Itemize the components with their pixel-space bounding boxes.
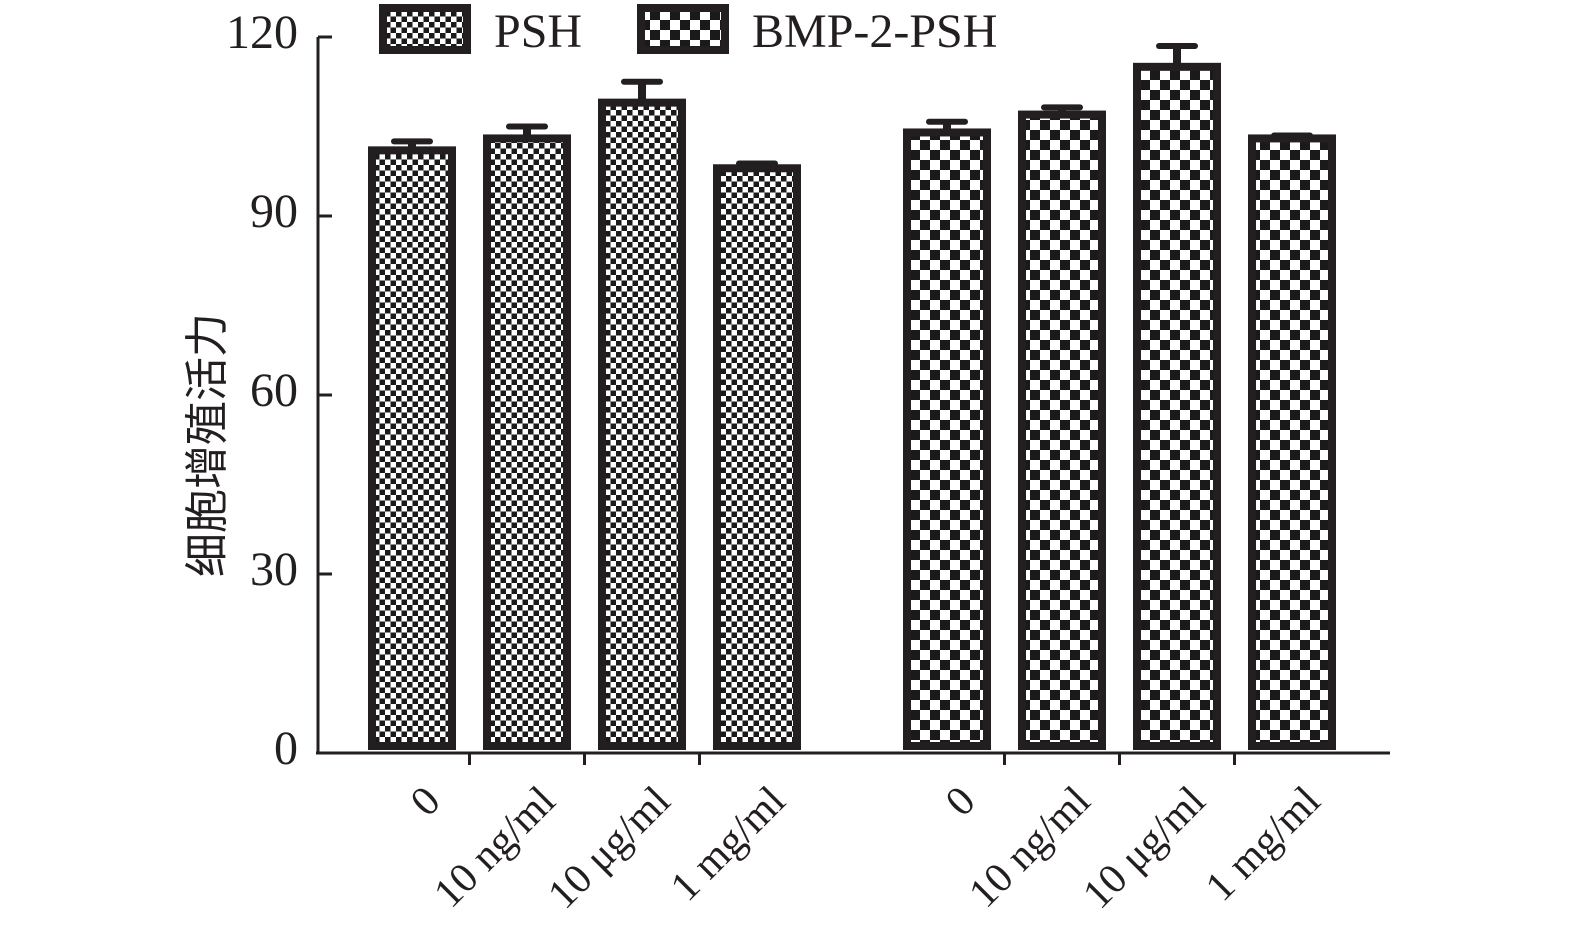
bar-psh-2: [598, 98, 686, 750]
bar-psh-0: [368, 146, 456, 751]
y-axis-title: 细胞增殖活力: [182, 313, 233, 577]
x-tick-label: 1 mg/ml: [1197, 778, 1329, 910]
bar-bmp-2-psh-3: [1248, 134, 1336, 750]
x-tick-label: 10 ng/ml: [960, 778, 1099, 917]
y-ticks: 0 30 60 90 120: [226, 6, 332, 775]
x-tick-label: 1 mg/ml: [662, 778, 794, 910]
bars: [368, 42, 1336, 751]
y-tick-label: 60: [250, 364, 298, 417]
legend: PSH BMP-2-PSH: [379, 4, 997, 58]
x-tick-label: 0: [937, 778, 984, 825]
y-tick-label: 90: [250, 185, 298, 238]
legend-label-psh: PSH: [494, 5, 582, 58]
bar-psh-3: [713, 164, 801, 750]
bar-bmp-2-psh-0: [903, 128, 991, 750]
bar-bmp-2-psh-2: [1133, 62, 1221, 751]
legend-swatch-bmp: [637, 4, 729, 54]
x-tick-label: 10 μg/ml: [1074, 778, 1214, 918]
x-tick-label: 0: [402, 778, 449, 825]
x-tick-label: 10 ng/ml: [425, 778, 564, 917]
y-tick-label: 0: [274, 722, 298, 775]
bar-psh-1: [483, 134, 571, 750]
legend-swatch-psh: [379, 4, 471, 54]
y-tick-label: 30: [250, 543, 298, 596]
bar-bmp-2-psh-1: [1018, 110, 1106, 751]
x-tick-label: 10 μg/ml: [539, 778, 679, 918]
y-tick-label: 120: [226, 6, 298, 59]
legend-label-bmp: BMP-2-PSH: [752, 5, 997, 58]
